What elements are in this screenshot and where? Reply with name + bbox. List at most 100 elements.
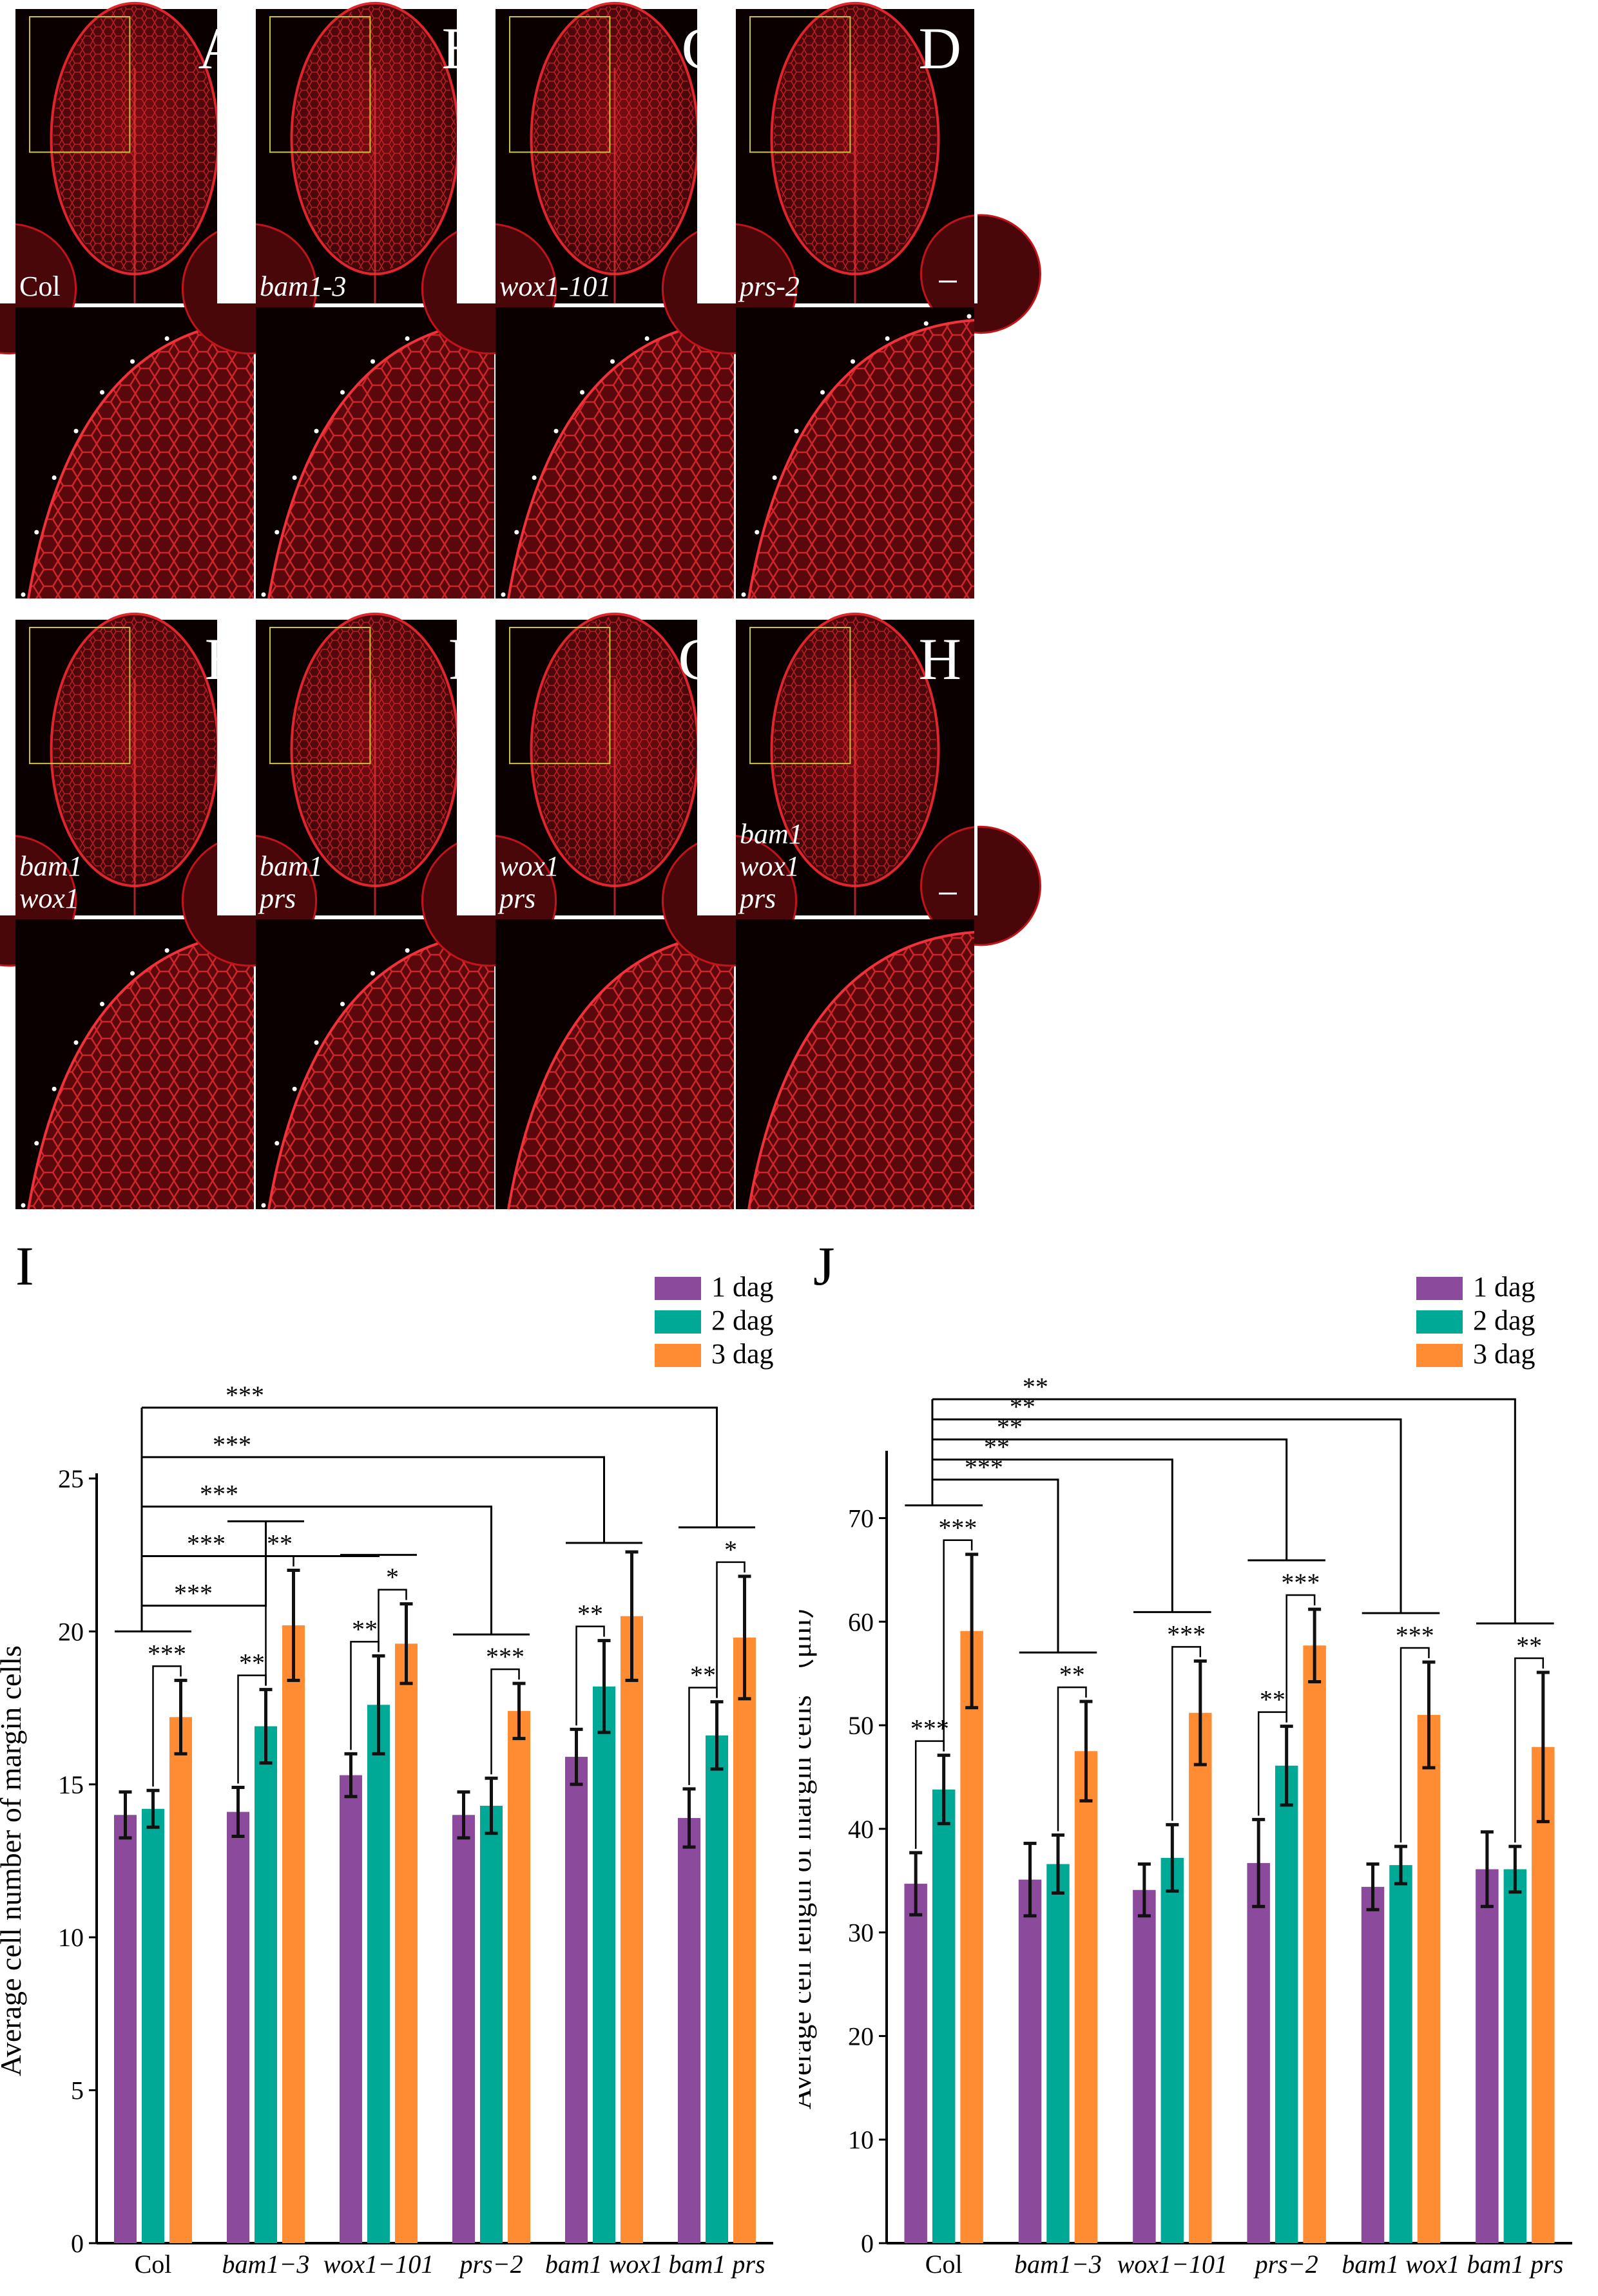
- margin-cell-marker: [514, 530, 519, 535]
- x-tick-label: bam1 wox1: [1342, 2250, 1459, 2279]
- significance-bracket: [1057, 1686, 1087, 1832]
- gutter: [457, 620, 496, 915]
- bar: [367, 1705, 390, 2243]
- significance-mark: **: [1260, 1685, 1285, 1714]
- margin-cell-marker: [164, 948, 169, 953]
- legend-label: 1 dag: [1473, 1271, 1535, 1303]
- significance-mark: ***: [938, 1513, 977, 1542]
- significance-mark: ***: [1396, 1621, 1434, 1650]
- zoom-margin: [747, 319, 975, 599]
- legend-swatch: [655, 1344, 701, 1367]
- margin-cell-marker: [820, 390, 825, 395]
- zoom-box: [749, 627, 851, 765]
- gutter: [974, 620, 977, 915]
- margin-cell-marker: [100, 390, 104, 395]
- margin-cell-marker: [274, 530, 280, 535]
- bar: [678, 1818, 700, 2243]
- genotype-label: bam1: [19, 850, 82, 882]
- zoom-box: [269, 16, 371, 153]
- y-axis-label: Average cell length of margin cells （μm）: [799, 1589, 817, 2109]
- margin-cell-marker: [851, 359, 856, 364]
- micrograph-f: Fbam1prs: [181, 612, 561, 1210]
- margin-cell-marker: [371, 359, 376, 364]
- bar: [1160, 1857, 1184, 2243]
- margin-cell-marker: [21, 1203, 26, 1208]
- y-tick-label: 20: [848, 2022, 874, 2051]
- zoom-cells: [749, 932, 974, 1209]
- bar: [733, 1637, 756, 2243]
- bar: [621, 1616, 643, 2243]
- comparison-bracket: [142, 1521, 267, 1607]
- comparison-bracket: [932, 1438, 1288, 1560]
- x-tick-label: bam1 prs: [1467, 2250, 1563, 2279]
- comparison-bracket: [142, 1456, 605, 1543]
- significance-bracket: [716, 1561, 746, 1698]
- significance-bracket: [152, 1665, 182, 1787]
- significance-bracket: [490, 1668, 520, 1775]
- margin-cell-marker: [314, 428, 319, 434]
- micrograph-c: Cwox1-101: [421, 1, 801, 599]
- panel-letter-j: J: [813, 1235, 835, 1297]
- comparison-mark: ***: [965, 1453, 1003, 1482]
- comparison-bracket: [932, 1478, 1059, 1653]
- gutter: [697, 620, 736, 915]
- comparison-bracket: [142, 1406, 718, 1527]
- y-tick-label: 0: [861, 2229, 874, 2258]
- bar: [932, 1789, 956, 2243]
- y-tick-label: 70: [848, 1504, 874, 1533]
- margin-cell-marker: [644, 336, 650, 341]
- x-tick-label: bam1−3: [222, 2250, 310, 2279]
- panel-letter-i: I: [15, 1235, 34, 1297]
- significance-mark: *: [724, 1535, 737, 1564]
- margin-cell-marker: [73, 1040, 79, 1045]
- significance-bracket: [1400, 1647, 1430, 1843]
- comparison-mark: **: [1023, 1372, 1048, 1401]
- zoom-cells: [749, 320, 974, 598]
- legend-swatch: [1416, 1344, 1463, 1367]
- bar: [340, 1775, 362, 2243]
- bar: [227, 1812, 249, 2243]
- margin-cell-marker: [923, 321, 929, 326]
- x-tick-label: wox1−101: [323, 2250, 434, 2279]
- genotype-label: prs: [497, 883, 535, 914]
- margin-cell-marker: [794, 428, 799, 434]
- zoom-box: [29, 627, 131, 765]
- comparison-mark: ***: [213, 1430, 251, 1459]
- margin-cell-marker: [885, 336, 890, 341]
- micrograph-e: Ebam1wox1: [0, 612, 321, 1210]
- margin-cell-marker: [554, 428, 559, 434]
- y-tick-label: 25: [58, 1464, 84, 1493]
- comparison-mark: ***: [226, 1381, 264, 1410]
- bar: [169, 1717, 192, 2243]
- bar: [452, 1815, 475, 2243]
- margin-cell-marker: [130, 971, 135, 976]
- significance-mark: ***: [910, 1714, 949, 1743]
- zoom-cells: [508, 932, 734, 1209]
- bar: [1361, 1886, 1385, 2243]
- legend-label: 2 dag: [1473, 1305, 1535, 1336]
- bar: [1046, 1864, 1070, 2243]
- bar: [593, 1686, 615, 2243]
- genotype-label: prs: [738, 883, 776, 914]
- y-tick-label: 50: [848, 1711, 874, 1740]
- zoom-box: [509, 627, 611, 765]
- significance-bracket: [575, 1625, 605, 1726]
- margin-cell-marker: [274, 1141, 280, 1146]
- significance-mark: ***: [1281, 1568, 1320, 1597]
- chart-j: 0 10 20 30 40 50 60 70 Average cell length of ma…: [799, 1271, 1572, 2279]
- comparison-mark: ***: [187, 1529, 226, 1558]
- chart-i: 0 5 10 15 20 25 Average cell number of margin …: [0, 1271, 774, 2279]
- gutter: [217, 620, 256, 915]
- legend-label: 3 dag: [711, 1338, 774, 1370]
- x-tick-label: bam1−3: [1014, 2250, 1102, 2279]
- bar: [960, 1631, 983, 2243]
- bar: [1503, 1869, 1527, 2243]
- gutter: [974, 9, 977, 303]
- y-tick-label: 10: [848, 2125, 874, 2154]
- bar: [480, 1806, 503, 2243]
- zoom-margin: [747, 931, 975, 1210]
- bar: [255, 1726, 277, 2243]
- zoom-box: [509, 16, 611, 153]
